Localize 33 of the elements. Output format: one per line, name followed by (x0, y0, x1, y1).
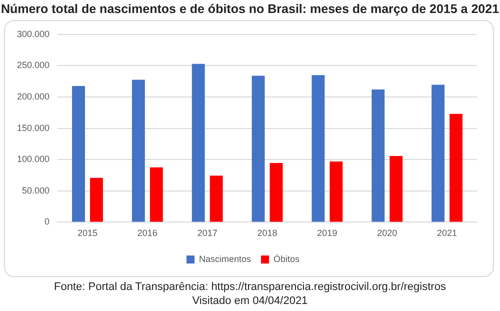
bar (132, 80, 145, 222)
x-tick-label: 2020 (377, 228, 398, 238)
bar (150, 167, 163, 222)
legend-label: Óbitos (274, 254, 300, 264)
x-tick-label: 2019 (317, 228, 338, 238)
y-tick-label: 50.000 (22, 185, 50, 196)
bar (72, 86, 85, 222)
y-tick-label: 300.000 (16, 28, 50, 39)
y-tick-label: 250.000 (16, 60, 50, 70)
chart-title: Número total de nascimentos e de óbitos no Brasil: meses de março de 2015 a 2021 (0, 2, 500, 16)
bar (90, 178, 103, 222)
bar (450, 114, 462, 222)
y-tick-label: 0 (44, 216, 50, 227)
x-tick-label: 2021 (437, 228, 458, 238)
text: Visitado em 04/04/2021 (191, 294, 309, 308)
bar (390, 156, 403, 222)
bar (432, 84, 445, 222)
legend-label: Nascimentos (198, 254, 252, 264)
x-tick-label: 2018 (257, 228, 278, 238)
y-tick-label: 200.000 (16, 91, 50, 102)
x-tick-label: 2015 (77, 228, 98, 238)
x-tick-label: 2016 (137, 228, 158, 238)
source-note: Fonte: Portal da Transparência: https://transparencia.registrocivil.org.br/registros (53, 280, 447, 294)
bar (372, 89, 385, 222)
bar (330, 161, 343, 222)
y-tick-label: 100.000 (16, 154, 50, 164)
y-tick-label: 150.000 (16, 122, 50, 133)
bar (270, 162, 283, 222)
bar (210, 176, 223, 222)
bar (312, 75, 325, 222)
x-tick-label: 2017 (197, 228, 218, 238)
bar (252, 76, 265, 222)
bar (192, 64, 205, 222)
